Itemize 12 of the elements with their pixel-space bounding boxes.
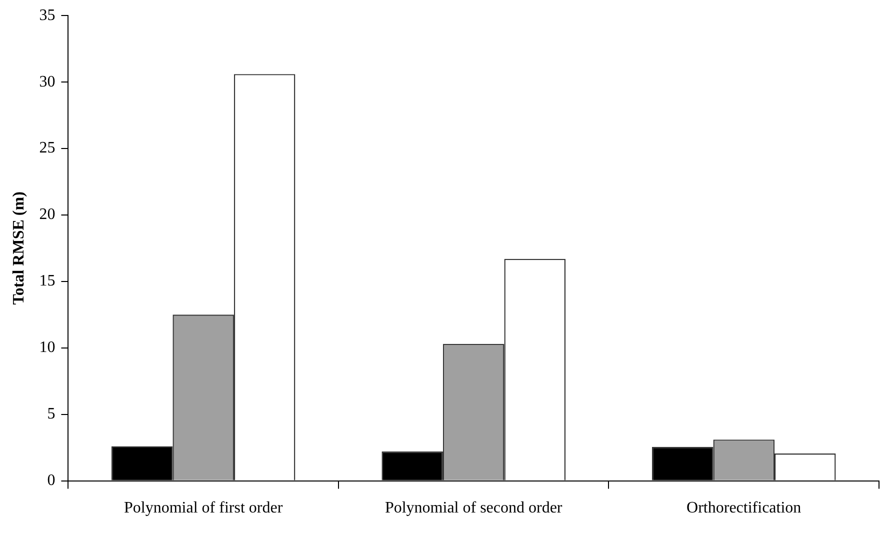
y-tick-label: 30 bbox=[39, 73, 56, 90]
y-tick-label: 0 bbox=[47, 472, 56, 490]
y-tick-label: 5 bbox=[47, 406, 56, 423]
x-tick-label: Polynomial of first order bbox=[124, 500, 284, 517]
y-tick-label: 35 bbox=[39, 6, 56, 24]
y-tick-label: 10 bbox=[39, 339, 56, 356]
y-tick-label: 15 bbox=[39, 272, 56, 290]
y-tick-label: 25 bbox=[39, 140, 56, 157]
y-tick-label: 20 bbox=[39, 206, 56, 224]
x-tick-label: Polynomial of second order bbox=[384, 500, 563, 517]
x-tick-label: Orthorectification bbox=[686, 500, 802, 517]
y-axis-title: Total RMSE (m) bbox=[10, 192, 28, 305]
